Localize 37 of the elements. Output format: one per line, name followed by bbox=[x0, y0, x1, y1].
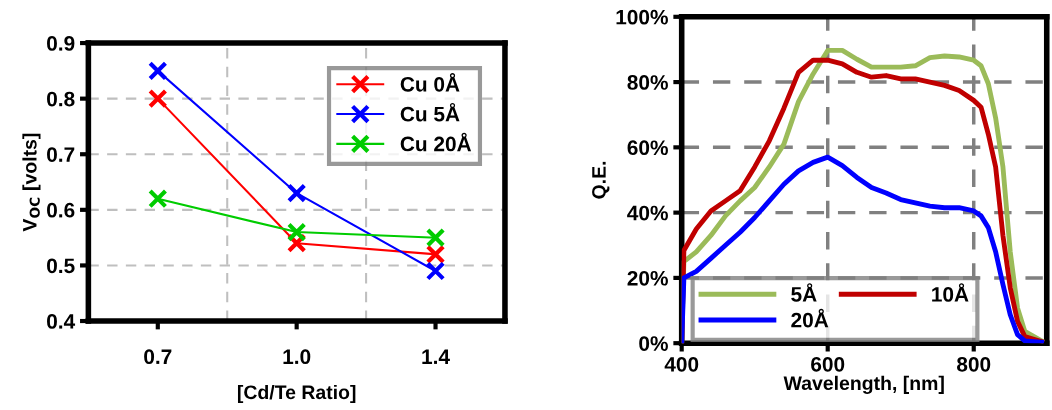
x-axis-title: Wavelength, [nm] bbox=[783, 375, 944, 394]
legend-label: Cu 0Å bbox=[400, 73, 460, 92]
point bbox=[148, 61, 168, 81]
line-series bbox=[681, 154, 1045, 344]
x-tick-label: 1.0 bbox=[283, 349, 311, 365]
x-tick-label: 1.4 bbox=[422, 349, 450, 364]
legend-label: 5Å bbox=[791, 283, 817, 302]
x-axis-title: [Cd/Te Ratio] bbox=[237, 384, 356, 404]
y-tick-label: 0.5 bbox=[47, 258, 75, 274]
y-tick-label: 80% bbox=[627, 75, 668, 90]
point bbox=[148, 88, 168, 109]
point bbox=[425, 227, 446, 248]
y-axis-title: Q.E. bbox=[592, 161, 610, 199]
y-axis-title: V$_{OC}$ [volts] bbox=[22, 133, 41, 232]
point bbox=[425, 261, 446, 281]
legend-label: Cu 20Å bbox=[400, 132, 472, 152]
y-tick-label: 40% bbox=[627, 205, 668, 221]
y-tick-label: 20% bbox=[627, 270, 668, 286]
legend-label: 20Å bbox=[791, 308, 829, 328]
point bbox=[148, 188, 168, 209]
x-tick-label: 400 bbox=[664, 356, 699, 372]
x-tick-label: 600 bbox=[811, 356, 845, 372]
point bbox=[425, 244, 446, 265]
legend-label: 10Å bbox=[932, 283, 969, 302]
y-tick-label: 100% bbox=[616, 9, 668, 25]
y-tick-label: 0.4 bbox=[47, 314, 76, 329]
y-tick-label: 0% bbox=[639, 336, 668, 351]
legend-label: Cu 5Å bbox=[400, 102, 460, 122]
point bbox=[286, 183, 307, 203]
y-tick-label: 0.6 bbox=[47, 202, 75, 218]
y-tick-label: 0.7 bbox=[47, 147, 75, 162]
x-tick-label: 0.7 bbox=[144, 349, 172, 365]
y-tick-label: 0.9 bbox=[47, 36, 75, 51]
point bbox=[286, 222, 307, 242]
y-tick-label: 0.8 bbox=[47, 91, 75, 107]
x-tick-label: 800 bbox=[957, 356, 991, 372]
y-tick-label: 60% bbox=[627, 140, 668, 156]
